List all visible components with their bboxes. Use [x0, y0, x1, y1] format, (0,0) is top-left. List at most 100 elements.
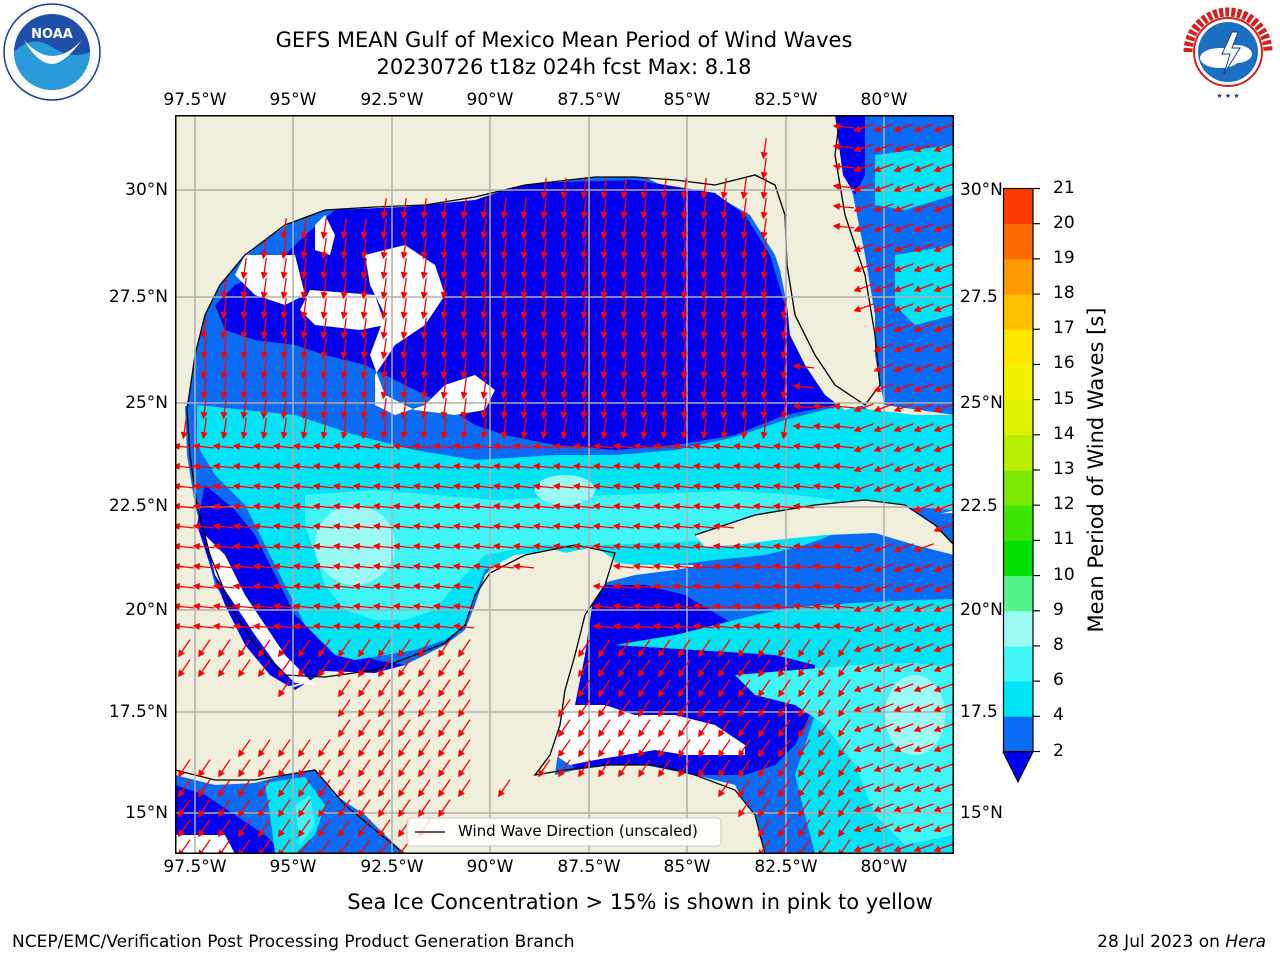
wind-wave-arrowhead: [797, 709, 805, 718]
wind-wave-arrowhead: [772, 462, 781, 471]
wind-wave-arrowhead: [432, 582, 441, 591]
wind-wave-arrowhead: [297, 789, 305, 798]
wind-wave-arrowhead: [712, 582, 721, 591]
wind-wave-arrowhead: [853, 245, 862, 253]
wind-wave-arrowhead: [420, 311, 428, 320]
lon-label-bottom: 97.5°W: [163, 857, 227, 877]
wind-wave-arrowhead: [220, 351, 228, 360]
wind-wave-arrowhead: [497, 789, 505, 798]
wind-wave-arrowhead: [697, 729, 705, 738]
wind-wave-arrowhead: [217, 829, 225, 838]
wind-wave-arrowhead: [500, 371, 508, 380]
wind-wave-arrowhead: [652, 502, 661, 511]
wind-wave-arrowhead: [757, 809, 765, 818]
lon-label-top: 82.5°W: [754, 90, 818, 110]
wind-wave-arrowhead: [700, 271, 708, 280]
wind-wave-arrowhead: [277, 769, 285, 778]
wind-wave-arrowhead: [380, 351, 388, 360]
wind-wave-arrowhead: [380, 391, 388, 400]
wind-wave-arrowhead: [700, 251, 708, 260]
wind-wave-arrowhead: [472, 522, 481, 531]
wind-wave-arrowhead: [893, 385, 902, 393]
wind-wave-arrowhead: [360, 311, 368, 320]
wind-wave-arrowhead: [913, 405, 922, 413]
wind-wave-arrowhead: [812, 462, 821, 471]
wind-wave-arrowhead: [893, 305, 902, 313]
wind-wave-arrowhead: [212, 622, 221, 631]
wind-wave-arrowhead: [472, 442, 481, 451]
wind-wave-arrowhead: [460, 331, 468, 340]
wind-wave-arrowhead: [472, 502, 481, 511]
wind-wave-arrowhead: [292, 602, 301, 611]
wind-wave-arrowhead: [652, 562, 661, 571]
wind-wave-arrowhead: [660, 291, 668, 300]
wind-wave-arrowhead: [540, 251, 548, 260]
wind-wave-arrowhead: [720, 211, 728, 220]
wind-wave-arrowhead: [893, 645, 902, 653]
wind-wave-arrowhead: [660, 331, 668, 340]
wind-wave-arrowhead: [873, 285, 882, 293]
wind-wave-arrowhead: [657, 709, 665, 718]
wind-wave-arrowhead: [197, 789, 205, 798]
wind-wave-arrowhead: [560, 271, 568, 280]
wind-wave-arrowhead: [400, 251, 408, 260]
wind-wave-arrowhead: [597, 729, 605, 738]
wind-wave-arrowhead: [432, 522, 441, 531]
wind-wave-arrowhead: [752, 562, 761, 571]
wind-wave-arrowhead: [637, 709, 645, 718]
wind-wave-arrowhead: [792, 622, 801, 631]
wind-wave-arrowhead: [560, 371, 568, 380]
wind-wave-arrowhead: [620, 231, 628, 240]
wind-wave-arrowhead: [720, 391, 728, 400]
wind-wave-arrowhead: [797, 669, 805, 678]
wind-wave-arrowhead: [252, 502, 261, 511]
wind-wave-arrowhead: [297, 829, 305, 838]
wind-wave-arrowhead: [817, 809, 825, 818]
wind-wave-arrowhead: [557, 709, 565, 718]
wind-wave-arrowhead: [893, 405, 902, 413]
wind-wave-arrowhead: [280, 431, 288, 440]
wind-wave-arrowhead: [832, 562, 841, 571]
wind-wave-arrowhead: [460, 211, 468, 220]
wind-wave-arrowhead: [873, 645, 882, 653]
wind-wave-arrowhead: [557, 729, 565, 738]
wind-wave-arrowhead: [320, 371, 328, 380]
wind-wave-arrowhead: [340, 251, 348, 260]
wind-wave-arrowhead: [220, 291, 228, 300]
wind-wave-arrowhead: [913, 285, 922, 293]
lat-label-right: 20°N: [960, 600, 1003, 620]
wind-wave-arrowhead: [372, 602, 381, 611]
wind-wave-arrowhead: [913, 445, 922, 453]
wind-wave-arrowhead: [817, 729, 825, 738]
wind-wave-arrowhead: [640, 371, 648, 380]
wind-wave-arrowhead: [712, 462, 721, 471]
wind-wave-arrowhead: [933, 785, 942, 793]
wind-wave-arrowhead: [760, 251, 768, 260]
wind-wave-arrowhead: [893, 725, 902, 733]
wind-wave-arrowhead: [460, 431, 468, 440]
wind-wave-arrowhead: [680, 311, 688, 320]
wind-wave-arrowhead: [437, 749, 445, 758]
wind-wave-arrowhead: [893, 285, 902, 293]
wind-wave-arrowhead: [812, 422, 821, 431]
wind-wave-arrowhead: [893, 685, 902, 693]
wind-wave-arrowhead: [460, 351, 468, 360]
wind-wave-arrowhead: [913, 625, 922, 633]
lat-label-left: 20°N: [125, 600, 168, 620]
wind-wave-arrowhead: [600, 231, 608, 240]
wind-wave-arrowhead: [720, 311, 728, 320]
wind-wave-arrowhead: [400, 311, 408, 320]
wind-wave-arrowhead: [757, 829, 765, 838]
wind-wave-arrowhead: [672, 622, 681, 631]
wind-wave-arrowhead: [217, 809, 225, 818]
wind-wave-arrowhead: [752, 582, 761, 591]
wind-wave-arrowhead: [853, 685, 862, 693]
wind-wave-arrowhead: [737, 809, 745, 818]
wind-wave-arrowhead: [797, 749, 805, 758]
wind-wave-arrowhead: [760, 211, 768, 220]
wind-wave-arrowhead: [933, 605, 942, 613]
wind-wave-arrowhead: [740, 331, 748, 340]
wind-wave-arrowhead: [212, 482, 221, 491]
wind-wave-arrowhead: [612, 522, 621, 531]
wind-wave-arrowhead: [792, 482, 801, 491]
